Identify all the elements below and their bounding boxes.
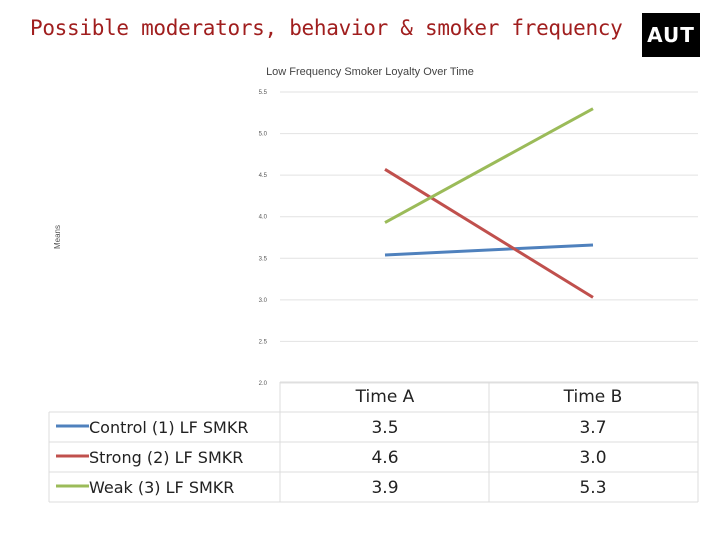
- aut-logo: AUT: [642, 13, 700, 57]
- series-line: [384, 243, 594, 257]
- series-lines: [384, 107, 594, 299]
- data-table-legend: Control (1) LF SMKR Strong (2) LF SMKR Wea…: [56, 418, 248, 497]
- y-tick-label: 3.5: [259, 256, 268, 262]
- slide-title: Possible moderators, behavior & smoker f…: [30, 16, 623, 40]
- data-value-cell: 5.3: [579, 478, 606, 498]
- chart-title: Low Frequency Smoker Loyalty Over Time: [266, 66, 474, 78]
- legend-label: Weak (3) LF SMKR: [89, 478, 234, 497]
- data-table-values: 3.5 3.7 4.6 3.0 3.9 5.3: [371, 418, 606, 498]
- data-value-cell: 3.5: [371, 418, 398, 438]
- legend-label: Strong (2) LF SMKR: [89, 448, 243, 467]
- data-value-cell: 4.6: [371, 448, 398, 468]
- y-tick-label: 5.0: [259, 132, 268, 138]
- series-line: [384, 107, 594, 224]
- data-table-grid: [48, 381, 699, 503]
- y-tick-label: 5.5: [259, 90, 268, 96]
- y-tick-label: 3.0: [259, 298, 268, 304]
- x-category-label: Time B: [563, 387, 623, 407]
- y-tick-label: 4.0: [259, 215, 268, 221]
- y-tick-label: 4.5: [259, 173, 268, 179]
- x-category-label: Time A: [355, 387, 415, 407]
- gridlines: [280, 91, 698, 384]
- data-value-cell: 3.9: [371, 478, 398, 498]
- y-tick-label: 2.0: [259, 381, 268, 387]
- legend-label: Control (1) LF SMKR: [89, 418, 248, 437]
- data-value-cell: 3.7: [579, 418, 606, 438]
- y-axis-label: Means: [53, 225, 62, 249]
- y-ticks: 5.5 5.0 4.5 4.0 3.5 3.0 2.5 2.0: [259, 90, 268, 387]
- data-table-headers: Time A Time B: [355, 387, 623, 407]
- data-value-cell: 3.0: [579, 448, 606, 468]
- series-line: [384, 168, 594, 299]
- y-tick-label: 2.5: [259, 339, 268, 345]
